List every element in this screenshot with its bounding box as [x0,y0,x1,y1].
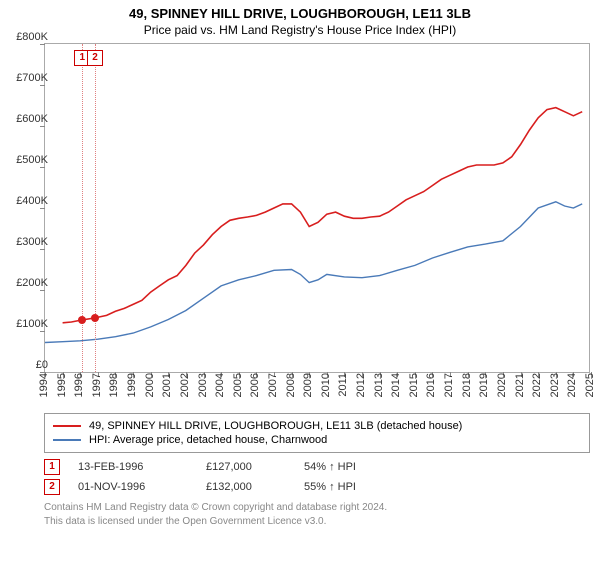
xtick-label: 2009 [302,373,314,397]
chart-lines [45,44,591,372]
xtick-label: 1994 [38,373,50,397]
ytick-label: £200K [16,277,48,289]
page-title: 49, SPINNEY HILL DRIVE, LOUGHBOROUGH, LE… [0,6,600,21]
xtick-label: 2012 [355,373,367,397]
footer-attribution: Contains HM Land Registry data © Crown c… [44,501,590,528]
legend-row: HPI: Average price, detached house, Char… [53,434,581,446]
xtick-label: 2004 [214,373,226,397]
xtick-label: 2011 [337,373,349,397]
table-row: 2 01-NOV-1996 £132,000 55% ↑ HPI [44,479,590,495]
ytick-label: £600K [16,113,48,125]
legend-row: 49, SPINNEY HILL DRIVE, LOUGHBOROUGH, LE… [53,420,581,432]
xtick-label: 2002 [179,373,191,397]
xtick-label: 1997 [91,373,103,397]
xtick-label: 2013 [373,373,385,397]
xtick-label: 1999 [126,373,138,397]
xtick-label: 2023 [549,373,561,397]
xtick-label: 2001 [161,373,173,397]
xtick-label: 2020 [496,373,508,397]
ytick-label: £300K [16,236,48,248]
xtick-label: 2022 [531,373,543,397]
xtick-label: 2006 [249,373,261,397]
sale-marker-icon: 2 [87,50,103,66]
xtick-label: 2010 [320,373,332,397]
xtick-label: 1995 [56,373,68,397]
xtick-label: 2007 [267,373,279,397]
sale-price: £127,000 [206,461,286,473]
xtick-label: 1996 [73,373,85,397]
ytick-label: £700K [16,72,48,84]
xtick-label: 2021 [514,373,526,397]
sale-ratio: 55% ↑ HPI [304,481,394,493]
xtick-label: 2016 [425,373,437,397]
sale-dot-icon [91,314,99,322]
footer-line: Contains HM Land Registry data © Crown c… [44,501,590,515]
sale-dot-icon [78,316,86,324]
xtick-label: 2014 [390,373,402,397]
ytick-label: £800K [16,31,48,43]
sale-date: 13-FEB-1996 [78,461,188,473]
legend-label-hpi: HPI: Average price, detached house, Char… [89,434,327,446]
xtick-label: 2008 [285,373,297,397]
ytick-label: £400K [16,195,48,207]
footer-line: This data is licensed under the Open Gov… [44,515,590,529]
sale-ratio: 54% ↑ HPI [304,461,394,473]
chart-area: 12 [44,43,590,373]
xtick-label: 2000 [144,373,156,397]
ytick-label: £100K [16,318,48,330]
series-hpi [45,202,582,343]
xtick-label: 2005 [232,373,244,397]
ytick-label: £0 [36,359,48,371]
xtick-label: 2018 [461,373,473,397]
ytick-label: £500K [16,154,48,166]
series-subject [63,108,583,323]
legend-swatch-hpi [53,439,81,441]
xtick-label: 2025 [584,373,596,397]
sale-marker-icon: 1 [44,459,60,475]
table-row: 1 13-FEB-1996 £127,000 54% ↑ HPI [44,459,590,475]
sale-price: £132,000 [206,481,286,493]
xtick-label: 2019 [478,373,490,397]
legend-swatch-subject [53,425,81,427]
xtick-label: 1998 [108,373,120,397]
sales-table: 1 13-FEB-1996 £127,000 54% ↑ HPI 2 01-NO… [44,459,590,495]
xtick-label: 2024 [566,373,578,397]
xtick-label: 2017 [443,373,455,397]
sale-marker-icon: 2 [44,479,60,495]
xtick-label: 2003 [197,373,209,397]
page-subtitle: Price paid vs. HM Land Registry's House … [0,23,600,37]
xtick-label: 2015 [408,373,420,397]
legend: 49, SPINNEY HILL DRIVE, LOUGHBOROUGH, LE… [44,413,590,453]
sale-date: 01-NOV-1996 [78,481,188,493]
legend-label-subject: 49, SPINNEY HILL DRIVE, LOUGHBOROUGH, LE… [89,420,462,432]
